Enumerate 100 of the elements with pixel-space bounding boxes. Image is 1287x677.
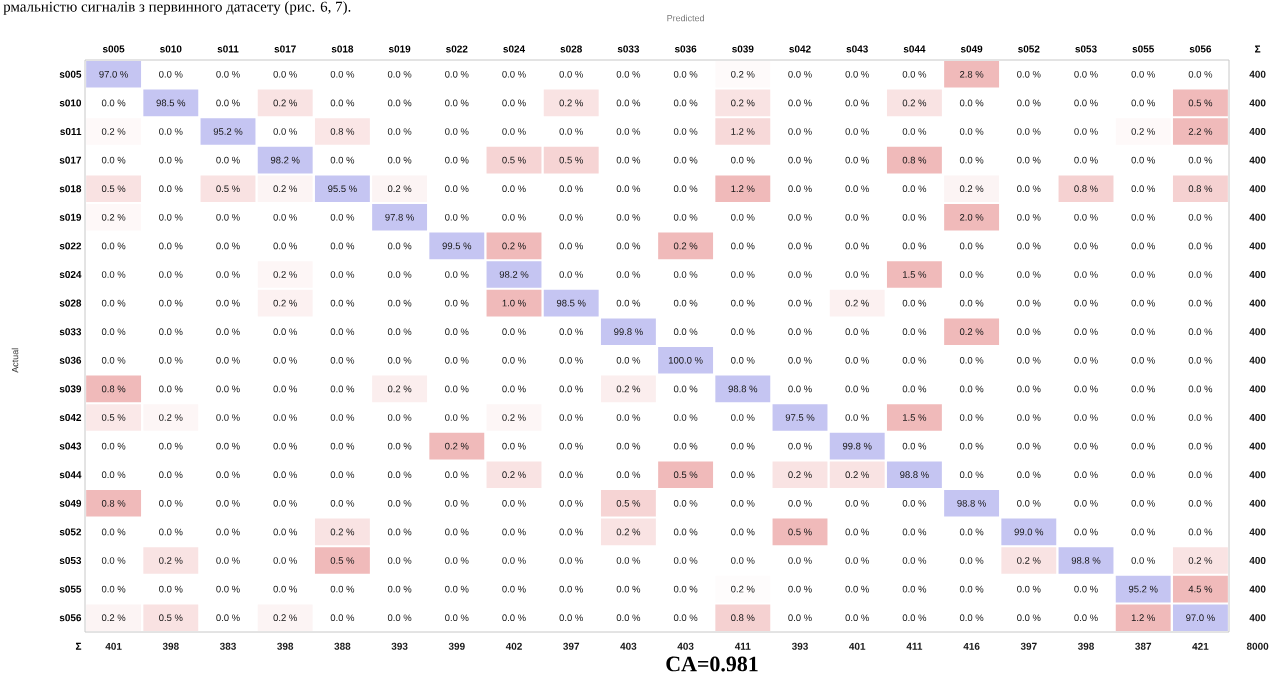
data-label: 0.2 % — [273, 185, 297, 193]
data-label: 0.0 % — [731, 471, 755, 479]
data-label: 0.0 % — [1074, 156, 1098, 164]
data-label: 2.2 % — [1188, 128, 1213, 135]
text: 400 — [1249, 585, 1266, 593]
data-label: 0.0 % — [959, 585, 984, 593]
text: 387 — [1135, 642, 1152, 650]
data-label: 0.2 % — [273, 299, 297, 307]
data-label: 0.0 % — [502, 185, 526, 193]
data-label: 0.0 % — [216, 356, 240, 364]
data-label: 0.0 % — [673, 442, 698, 450]
data-label: 98.2 % — [270, 156, 300, 164]
data-label: 0.0 % — [616, 471, 641, 479]
data-label: 0.0 % — [959, 271, 984, 278]
data-label: 0.0 % — [216, 156, 240, 164]
data-label: 0.2 % — [101, 614, 126, 622]
data-label: 0.0 % — [616, 128, 641, 135]
data-label: 0.0 % — [159, 213, 183, 221]
data-label: 0.5 % — [673, 471, 698, 479]
data-label: 0.0 % — [502, 385, 526, 393]
text: 400 — [1249, 556, 1266, 565]
data-label: 0.0 % — [902, 185, 927, 193]
x-tick-label: s039 — [732, 45, 754, 53]
data-label: 0.0 % — [387, 528, 412, 536]
data-label: 0.0 % — [330, 156, 355, 164]
data-label: 0.0 % — [445, 99, 469, 107]
data-label: 0.0 % — [731, 242, 755, 250]
data-label: 0.0 % — [1188, 328, 1213, 336]
text: 400 — [1249, 127, 1266, 136]
data-label: 0.0 % — [159, 128, 183, 135]
x-tick-label: Σ — [1255, 45, 1261, 53]
text: CA=0.981 — [666, 656, 758, 672]
data-label: 0.0 % — [788, 614, 812, 622]
data-label: 97.5 % — [785, 414, 815, 421]
data-label: 0.0 % — [902, 614, 927, 622]
data-label: 0.2 % — [387, 385, 412, 393]
data-label: 0.0 % — [1131, 557, 1155, 564]
text: 400 — [1249, 299, 1266, 307]
y-tick-label: s011 — [60, 127, 82, 136]
text: 397 — [1020, 642, 1037, 650]
data-label: 0.5 % — [559, 156, 583, 164]
data-label: 0.0 % — [902, 242, 927, 250]
data-label: 0.2 % — [387, 185, 412, 193]
data-label: 0.0 % — [216, 585, 240, 593]
x-tick-label: s055 — [1132, 45, 1155, 53]
data-label: 0.0 % — [673, 328, 698, 336]
data-label: 0.0 % — [330, 299, 355, 307]
data-label: 0.0 % — [502, 499, 526, 507]
data-label: 0.0 % — [159, 185, 183, 193]
data-label: 98.8 % — [728, 385, 758, 393]
data-label: 99.8 % — [842, 442, 872, 450]
data-label: 0.0 % — [959, 557, 984, 564]
data-label: 0.0 % — [1131, 471, 1155, 479]
y-tick-label: Σ — [75, 642, 82, 650]
data-label: 0.0 % — [387, 414, 412, 421]
data-label: 0.0 % — [845, 499, 869, 507]
data-label: 0.0 % — [1188, 471, 1213, 479]
data-label: 0.0 % — [330, 213, 355, 221]
data-label: 0.2 % — [273, 271, 297, 278]
y-tick-label: s018 — [59, 185, 82, 193]
data-label: 0.0 % — [559, 356, 583, 364]
data-label: 0.0 % — [1074, 128, 1098, 135]
data-label: 0.2 % — [273, 99, 297, 107]
data-label: 0.0 % — [1074, 585, 1098, 593]
data-label: 0.0 % — [1188, 242, 1213, 250]
data-label: 0.0 % — [845, 414, 869, 421]
data-label: 1.2 % — [731, 128, 755, 135]
x-tick-label: s022 — [446, 45, 468, 53]
text: 403 — [620, 642, 637, 650]
data-label: 0.0 % — [1188, 156, 1213, 164]
data-label: 0.0 % — [845, 557, 869, 564]
data-label: 0.0 % — [616, 442, 641, 450]
x-tick-label: s033 — [617, 45, 640, 53]
data-label: 0.0 % — [330, 499, 355, 507]
data-label: 0.0 % — [101, 271, 126, 278]
data-label: 0.0 % — [731, 271, 755, 278]
text: 416 — [963, 642, 980, 650]
data-label: 0.0 % — [1074, 99, 1098, 107]
text: 398 — [162, 642, 179, 650]
data-label: 0.0 % — [216, 442, 240, 450]
data-label: 0.0 % — [673, 585, 698, 593]
data-label: 0.0 % — [1017, 213, 1041, 221]
text: 421 — [1192, 642, 1209, 650]
x-axis-title: Predicted — [667, 14, 704, 22]
data-label: 0.0 % — [902, 385, 927, 393]
data-label: 0.0 % — [1188, 271, 1213, 278]
data-label: 0.0 % — [731, 213, 755, 221]
data-label: 0.2 % — [845, 471, 869, 479]
data-label: 0.0 % — [959, 528, 984, 536]
data-label: 0.0 % — [159, 528, 183, 536]
data-label: 0.0 % — [1074, 414, 1098, 421]
data-label: 0.0 % — [273, 499, 297, 507]
data-label: 0.0 % — [902, 213, 927, 221]
data-label: 0.0 % — [273, 70, 297, 78]
text: 400 — [1249, 499, 1266, 507]
data-label: 0.0 % — [273, 328, 297, 336]
data-label: 0.0 % — [559, 328, 583, 336]
data-label: 2.8 % — [959, 70, 984, 78]
text: 400 — [1249, 356, 1266, 364]
data-label: 0.0 % — [101, 356, 126, 364]
